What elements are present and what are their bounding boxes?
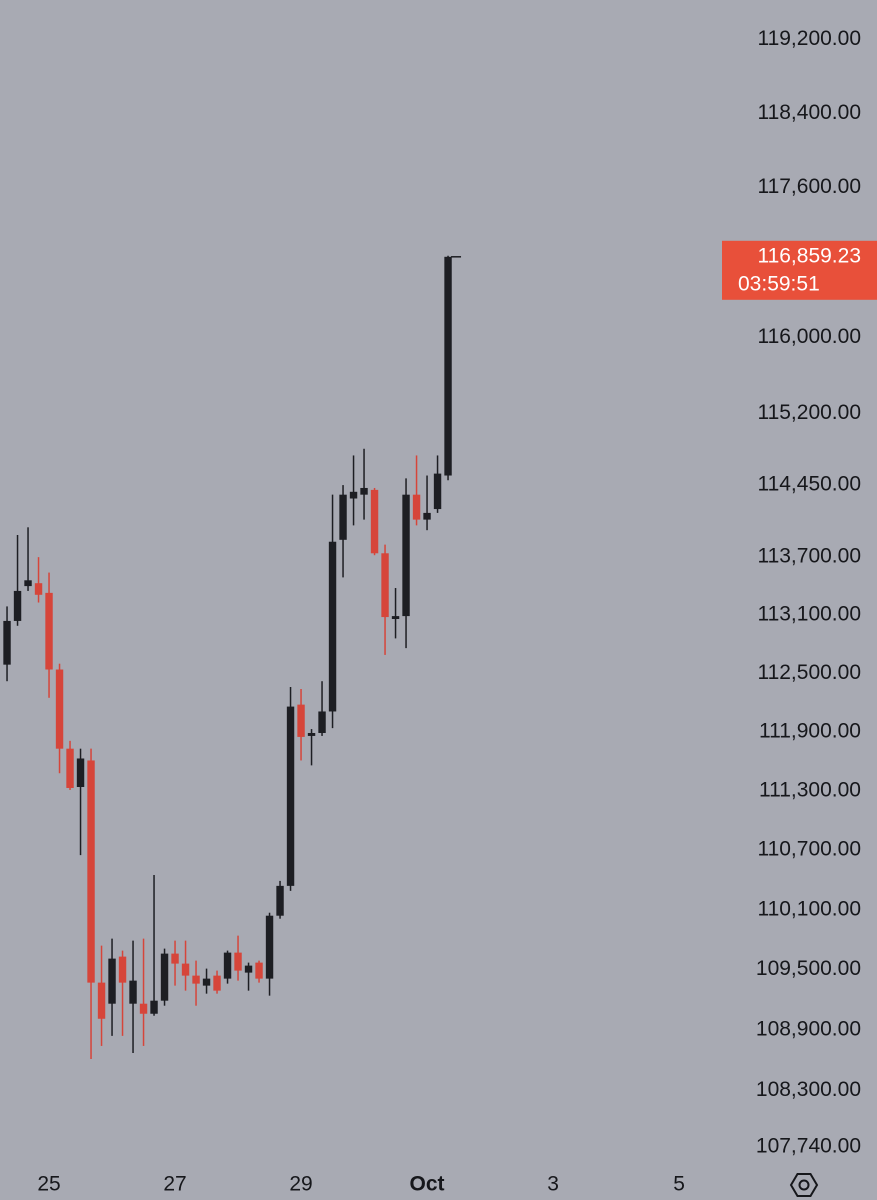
candle-body	[76, 758, 85, 787]
candle-body	[108, 958, 116, 1004]
candle-body	[391, 616, 400, 620]
candle-body	[150, 1000, 158, 1014]
last-price-label: 116,859.23	[757, 244, 861, 267]
y-tick-label: 111,900.00	[759, 720, 861, 743]
candle-body	[307, 732, 316, 736]
candle-body	[171, 953, 179, 964]
countdown-label: 03:59:51	[738, 272, 820, 295]
x-tick-label: 3	[547, 1173, 559, 1196]
candle-body	[24, 580, 32, 587]
candle-body	[370, 489, 379, 554]
candle-body	[255, 962, 263, 979]
x-tick-label: 5	[673, 1173, 685, 1196]
y-tick-label: 115,200.00	[757, 401, 861, 424]
candle-body	[202, 978, 211, 986]
x-tick-label: 25	[37, 1173, 60, 1196]
y-tick-label: 113,700.00	[757, 545, 861, 568]
candle-body	[276, 885, 284, 916]
candle-body	[118, 956, 127, 983]
y-tick-label: 109,500.00	[756, 957, 861, 980]
y-tick-label: 114,450.00	[757, 473, 861, 496]
candle-body	[66, 748, 74, 788]
candle-body	[192, 975, 200, 984]
last-price-label-bg	[722, 240, 877, 300]
candle-body	[339, 494, 347, 540]
candle-body	[349, 491, 358, 499]
settings-icon[interactable]	[789, 1173, 819, 1197]
candle-body	[129, 980, 137, 1004]
candle-body	[244, 965, 253, 973]
candle-body	[97, 982, 106, 1019]
candle-body	[286, 706, 295, 886]
candle-body	[381, 553, 389, 618]
candle-body	[213, 975, 221, 991]
candle-body	[265, 915, 274, 979]
candle-body	[87, 760, 95, 983]
candle-body	[360, 487, 368, 495]
y-tick-label: 110,100.00	[757, 897, 861, 920]
y-tick-label: 112,500.00	[757, 661, 861, 684]
candle-body	[139, 1003, 148, 1014]
candle-body	[181, 963, 190, 976]
y-tick-label: 117,600.00	[757, 175, 861, 198]
candle-body	[318, 711, 326, 733]
y-tick-label: 111,300.00	[759, 778, 861, 801]
y-tick-label: 108,300.00	[756, 1078, 861, 1101]
candle-body	[13, 590, 22, 621]
candle-body	[444, 256, 452, 476]
candle-body	[160, 953, 169, 1001]
y-tick-label: 110,700.00	[757, 838, 861, 861]
candle-body	[433, 473, 442, 510]
y-tick-label: 108,900.00	[756, 1017, 861, 1040]
y-tick-label: 107,740.00	[756, 1135, 861, 1158]
x-tick-label: Oct	[410, 1173, 445, 1196]
candle-body	[412, 494, 421, 520]
candle-body	[55, 669, 64, 749]
y-tick-label: 116,000.00	[757, 325, 861, 348]
candle-body	[297, 704, 305, 737]
y-tick-label: 118,400.00	[757, 101, 861, 124]
x-tick-label: 27	[163, 1173, 186, 1196]
candle-body	[328, 541, 337, 712]
candle-body	[223, 952, 232, 979]
candle-body	[45, 592, 53, 670]
candle-body	[402, 494, 410, 617]
y-tick-label: 119,200.00	[757, 27, 861, 50]
candle-body	[423, 512, 431, 520]
candle-body	[3, 620, 11, 665]
y-tick-label: 113,100.00	[757, 603, 861, 626]
candle-body	[34, 583, 43, 595]
x-tick-label: 29	[289, 1173, 312, 1196]
candle-body	[234, 952, 242, 971]
